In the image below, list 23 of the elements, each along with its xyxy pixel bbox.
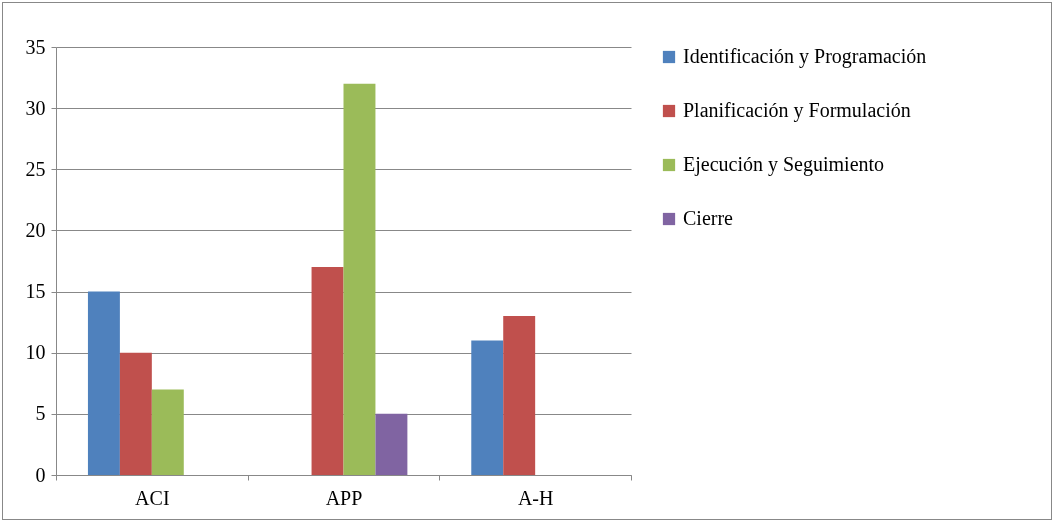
x-tick-label: APP [325, 486, 363, 509]
y-tick-label: 15 [25, 280, 46, 303]
bar [87, 291, 120, 475]
legend-label: Planificación y Formulación [683, 99, 911, 122]
y-tick-label: 10 [25, 341, 46, 364]
bar [471, 340, 504, 475]
bar [343, 83, 376, 475]
bar [119, 352, 152, 475]
bar [311, 267, 344, 475]
y-tick-label: 20 [25, 218, 46, 241]
legend-label: Ejecución y Seguimiento [683, 153, 885, 176]
y-tick-label: 25 [25, 157, 46, 180]
x-tick-label: ACI [135, 486, 170, 509]
y-tick-label: 5 [35, 402, 46, 425]
bar [375, 413, 408, 475]
legend-label: Cierre [683, 207, 734, 229]
x-tick-label: A-H [517, 486, 554, 509]
y-tick-label: 35 [25, 35, 46, 58]
bar [151, 389, 184, 475]
legend-label: Identificación y Programación [683, 45, 927, 68]
y-tick-label: 0 [35, 463, 46, 486]
y-tick-label: 30 [25, 96, 46, 119]
bar [503, 316, 536, 475]
